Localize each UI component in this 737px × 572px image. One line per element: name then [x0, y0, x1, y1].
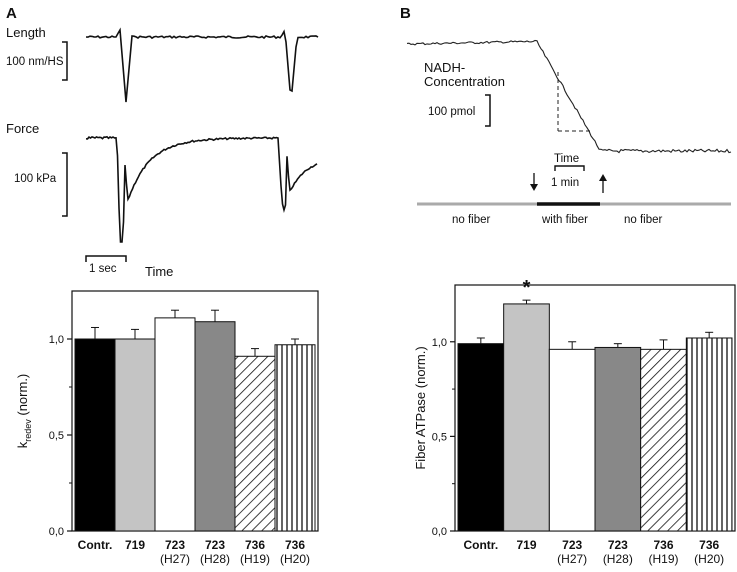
kredev-y-axis-label: kredev (norm.): [15, 374, 33, 449]
up-arrow: [599, 174, 607, 193]
atpase-ytick-label: 1,0: [432, 337, 447, 349]
kredev-category-label: 736: [285, 538, 305, 552]
atpase-ytick-label: 0,0: [432, 526, 447, 538]
phase-label-with-fiber: with fiber: [541, 214, 588, 226]
atpase-category-label: 723: [562, 538, 582, 552]
phase-label-no-fiber-1: no fiber: [452, 214, 491, 226]
force-scale-bar: [62, 152, 68, 217]
panel-a-letter: A: [6, 5, 17, 22]
atpase-bar: [548, 348, 596, 532]
kredev-category-label: 719: [125, 538, 145, 552]
nadh-scale-label: 100 pmol: [428, 106, 475, 118]
force-label: Force: [6, 121, 39, 136]
kredev-category-sublabel: (H20): [280, 552, 310, 566]
length-label: Length: [6, 25, 46, 40]
kredev-bar: [74, 338, 116, 532]
atpase-category-sublabel: (H28): [603, 552, 633, 566]
kredev-category-label: Contr.: [78, 538, 113, 552]
kredev-category-label: 723: [165, 538, 185, 552]
kredev-ytick-label: 0,5: [49, 430, 64, 442]
kredev-category-sublabel: (H28): [200, 552, 230, 566]
atpase-category-label: 736: [699, 538, 719, 552]
down-arrow: [530, 173, 538, 191]
atpase-category-label: 719: [516, 538, 536, 552]
atpase-category-label: 723: [608, 538, 628, 552]
atpase-category-sublabel: (H20): [694, 552, 724, 566]
length-trace: [85, 27, 319, 103]
nadh-label-2: Concentration: [424, 74, 505, 89]
force-scale-label: 100 kPa: [14, 173, 57, 185]
length-scale-bar: [62, 41, 68, 81]
atpase-bar: [503, 303, 550, 532]
time-scale-label: 1 sec: [89, 263, 117, 275]
atpase-ytick-label: 0,5: [432, 431, 447, 443]
kredev-bar: [194, 321, 236, 532]
atpase-category-sublabel: (H27): [557, 552, 587, 566]
kredev-category-sublabel: (H19): [240, 552, 270, 566]
kredev-ytick-label: 0,0: [49, 526, 64, 538]
kredev-bar: [154, 317, 196, 532]
atpase-significance-star: *: [523, 277, 531, 299]
atpase-category-label: 736: [653, 538, 673, 552]
length-scale-label: 100 nm/HS: [6, 56, 64, 68]
nadh-scale-bar: [485, 94, 491, 127]
kredev-ytick-label: 1,0: [49, 334, 64, 346]
panel-b-letter: B: [400, 5, 411, 22]
kredev-bar: [234, 355, 276, 532]
kredev-bar: [274, 344, 316, 532]
time-label: Time: [145, 264, 173, 279]
atpase-y-axis-label: Fiber ATPase (norm.): [413, 346, 428, 469]
atpase-category-sublabel: (H19): [648, 552, 678, 566]
b-time-label: Time: [554, 153, 579, 165]
kredev-bar: [114, 338, 156, 532]
nadh-label-1: NADH-: [424, 60, 465, 75]
nadh-trace: [406, 39, 732, 154]
force-trace: [85, 135, 318, 243]
kredev-category-sublabel: (H27): [160, 552, 190, 566]
b-time-scale-label: 1 min: [551, 177, 579, 189]
phase-label-no-fiber-2: no fiber: [624, 214, 663, 226]
b-time-scale-bar: [554, 165, 585, 171]
atpase-bar: [640, 348, 687, 532]
atpase-bar: [594, 346, 642, 532]
time-scale-bar: [85, 255, 127, 262]
kredev-category-label: 723: [205, 538, 225, 552]
atpase-bar: [457, 343, 505, 532]
atpase-category-label: Contr.: [463, 538, 498, 552]
atpase-bar: [685, 337, 733, 532]
kredev-category-label: 736: [245, 538, 265, 552]
